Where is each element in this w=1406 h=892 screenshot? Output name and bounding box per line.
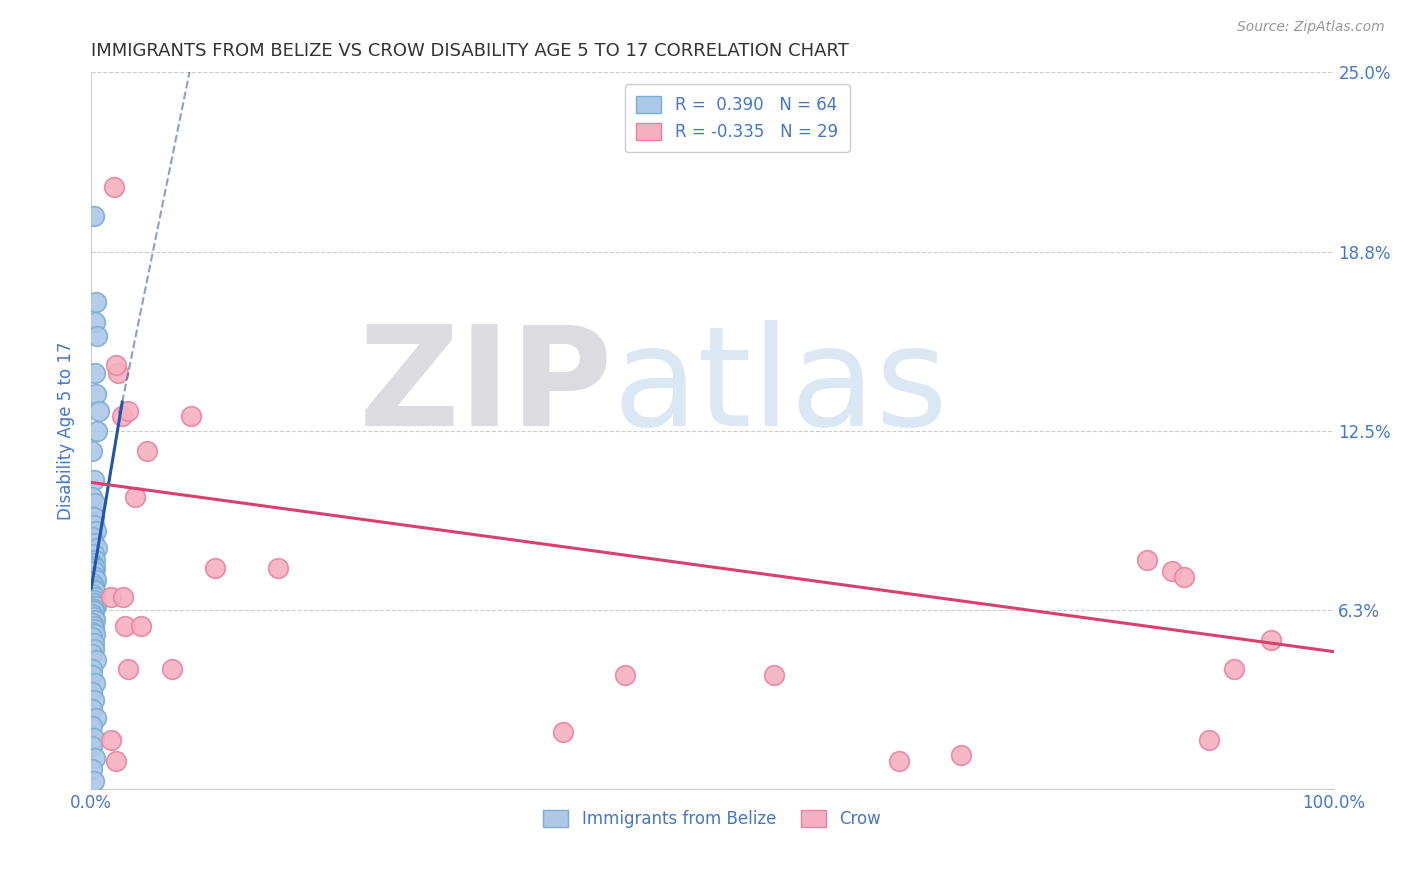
Point [1260, 633, 1282, 648]
Point [114, 619, 136, 633]
Point [82, 530, 104, 544]
Point [82, 599, 104, 613]
Point [83, 593, 105, 607]
Text: atlas: atlas [613, 320, 949, 455]
Point [103, 180, 125, 194]
Point [83, 693, 105, 707]
Point [84, 294, 107, 309]
Point [82, 739, 104, 754]
Point [124, 490, 146, 504]
Point [82, 443, 104, 458]
Point [887, 754, 910, 768]
Point [84, 599, 107, 613]
Point [136, 443, 159, 458]
Point [83, 518, 105, 533]
Text: IMMIGRANTS FROM BELIZE VS CROW DISABILITY AGE 5 TO 17 CORRELATION CHART: IMMIGRANTS FROM BELIZE VS CROW DISABILIT… [91, 42, 849, 60]
Point [129, 619, 152, 633]
Point [180, 409, 202, 424]
Point [83, 636, 105, 650]
Point [111, 409, 134, 424]
Point [87, 403, 110, 417]
Point [82, 702, 104, 716]
Point [82, 607, 104, 622]
Point [83, 584, 105, 599]
Point [83, 582, 105, 596]
Legend: Immigrants from Belize, Crow: Immigrants from Belize, Crow [537, 803, 889, 835]
Point [82, 624, 104, 639]
Point [86, 424, 108, 438]
Point [83, 641, 105, 656]
Point [83, 561, 105, 575]
Point [84, 386, 107, 401]
Point [105, 358, 128, 372]
Point [83, 627, 105, 641]
Point [82, 719, 104, 733]
Point [1223, 662, 1246, 676]
Point [83, 564, 105, 578]
Point [84, 710, 107, 724]
Point [1136, 553, 1159, 567]
Point [266, 561, 288, 575]
Point [83, 596, 105, 610]
Point [83, 622, 105, 636]
Point [1198, 733, 1220, 747]
Point [82, 684, 104, 698]
Point [117, 403, 139, 417]
Y-axis label: Disability Age 5 to 17: Disability Age 5 to 17 [58, 342, 75, 520]
Point [83, 731, 105, 745]
Point [82, 648, 104, 662]
Point [82, 667, 104, 681]
Point [100, 590, 122, 604]
Point [83, 750, 105, 764]
Text: ZIP: ZIP [359, 320, 613, 455]
Point [83, 773, 105, 788]
Point [83, 604, 105, 618]
Point [82, 575, 104, 590]
Point [82, 615, 104, 630]
Point [1161, 564, 1184, 578]
Point [83, 495, 105, 509]
Point [100, 733, 122, 747]
Point [83, 547, 105, 561]
Point [84, 524, 107, 538]
Point [82, 490, 104, 504]
Point [83, 509, 105, 524]
Point [112, 590, 135, 604]
Point [82, 762, 104, 776]
Text: Source: ZipAtlas.com: Source: ZipAtlas.com [1237, 20, 1385, 34]
Point [160, 662, 183, 676]
Point [117, 662, 139, 676]
Point [83, 676, 105, 690]
Point [553, 724, 575, 739]
Point [107, 367, 129, 381]
Point [614, 667, 637, 681]
Point [84, 573, 107, 587]
Point [763, 667, 786, 681]
Point [86, 329, 108, 343]
Point [83, 601, 105, 615]
Point [83, 209, 105, 223]
Point [83, 570, 105, 584]
Point [105, 754, 128, 768]
Point [82, 630, 104, 644]
Point [86, 541, 108, 556]
Point [83, 579, 105, 593]
Point [83, 553, 105, 567]
Point [83, 590, 105, 604]
Point [83, 613, 105, 627]
Point [83, 473, 105, 487]
Point [949, 747, 972, 762]
Point [83, 535, 105, 549]
Point [83, 558, 105, 573]
Point [1173, 570, 1195, 584]
Point [83, 610, 105, 624]
Point [83, 619, 105, 633]
Point [82, 587, 104, 601]
Point [84, 653, 107, 667]
Point [204, 561, 226, 575]
Point [82, 556, 104, 570]
Point [83, 367, 105, 381]
Point [83, 315, 105, 329]
Point [82, 662, 104, 676]
